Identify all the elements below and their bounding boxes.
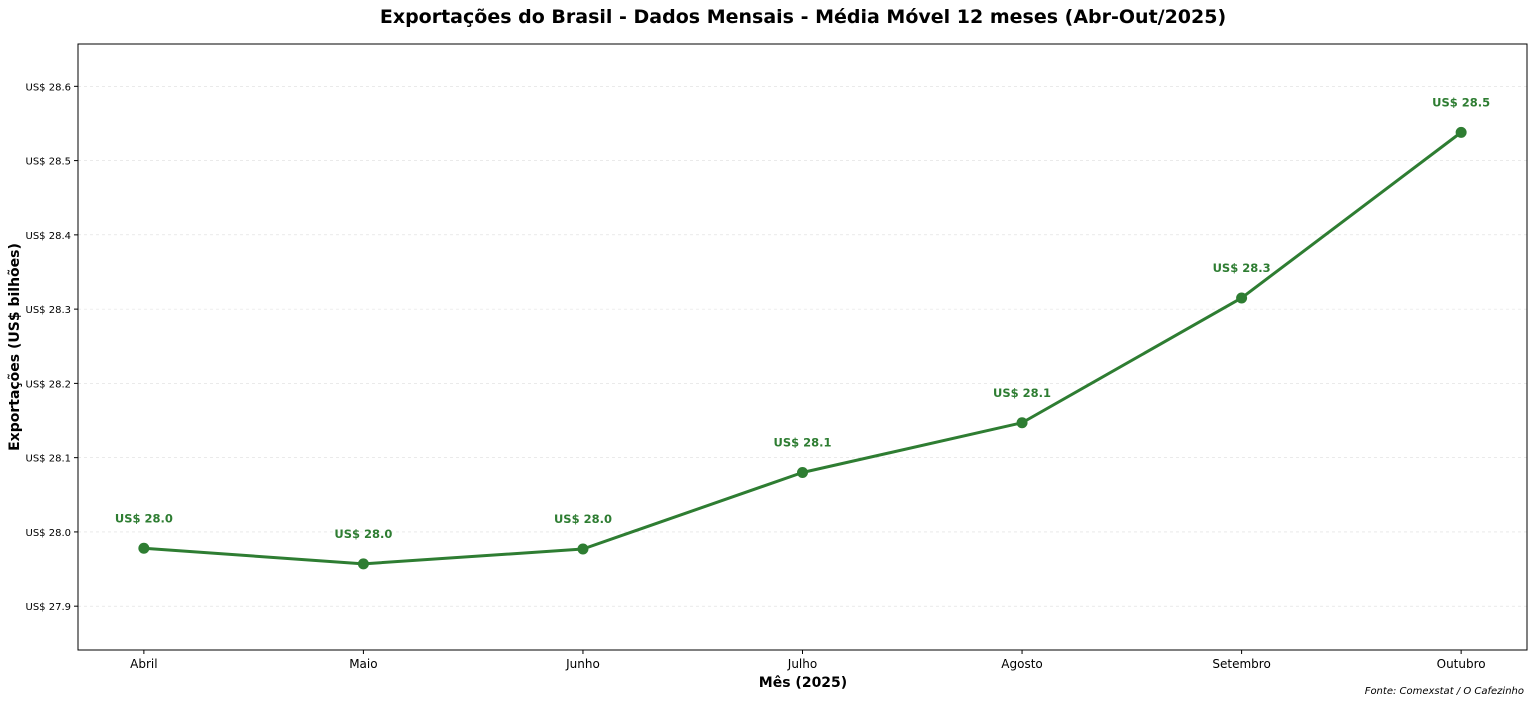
x-tick-label: Outubro: [1437, 657, 1486, 671]
series-line: US$ 28.0 US$ 28.0 US$ 28.0 US$ 28.1 US$ 28.1…: [115, 95, 1490, 570]
x-axis-label: Mês (2025): [759, 675, 847, 691]
chart-title: Exportações do Brasil - Dados Mensais - …: [380, 6, 1226, 28]
data-label: US$ 28.5: [1432, 95, 1490, 109]
x-tick-label: Abril: [130, 657, 157, 671]
data-point: [357, 558, 369, 570]
data-label: US$ 28.1: [774, 436, 832, 450]
data-label: US$ 28.1: [993, 386, 1051, 400]
data-point: [1455, 126, 1467, 138]
source-note: Fonte: Comexstat / O Cafezinho: [1365, 686, 1524, 697]
y-tick-label: US$ 28.5: [26, 157, 71, 168]
data-point: [1016, 417, 1028, 429]
y-tick-label: US$ 28.4: [26, 231, 71, 242]
y-tick-label: US$ 28.6: [26, 82, 71, 93]
data-label: US$ 28.0: [554, 512, 612, 526]
data-label: US$ 28.0: [334, 527, 392, 541]
y-tick-label: US$ 27.9: [26, 602, 71, 613]
y-tick-label: US$ 28.2: [26, 379, 71, 390]
data-point: [138, 542, 150, 554]
x-tick-label: Agosto: [1001, 657, 1042, 671]
y-tick-label: US$ 28.0: [26, 528, 71, 539]
y-tick-label: US$ 28.3: [26, 305, 71, 316]
data-point: [577, 543, 589, 555]
data-label: US$ 28.3: [1213, 261, 1271, 275]
x-tick-label: Maio: [349, 657, 377, 671]
x-tick-label: Setembro: [1212, 657, 1270, 671]
x-tick-label: Junho: [565, 657, 600, 671]
series-polyline: [143, 131, 1463, 566]
x-axis: Abril Maio Junho Julho Agosto Setembro Outubro: [130, 650, 1486, 671]
gridlines: [78, 86, 1527, 607]
y-axis-label: Exportações (US$ bilhões): [7, 243, 23, 451]
data-point: [1236, 292, 1248, 304]
data-label: US$ 28.0: [115, 511, 173, 525]
x-tick-label: Julho: [787, 657, 817, 671]
y-tick-label: US$ 28.1: [26, 454, 71, 465]
y-axis: US$ 27.9 US$ 28.0 US$ 28.1 US$ 28.2 US$ 28.3…: [26, 82, 78, 613]
data-point: [797, 467, 808, 479]
